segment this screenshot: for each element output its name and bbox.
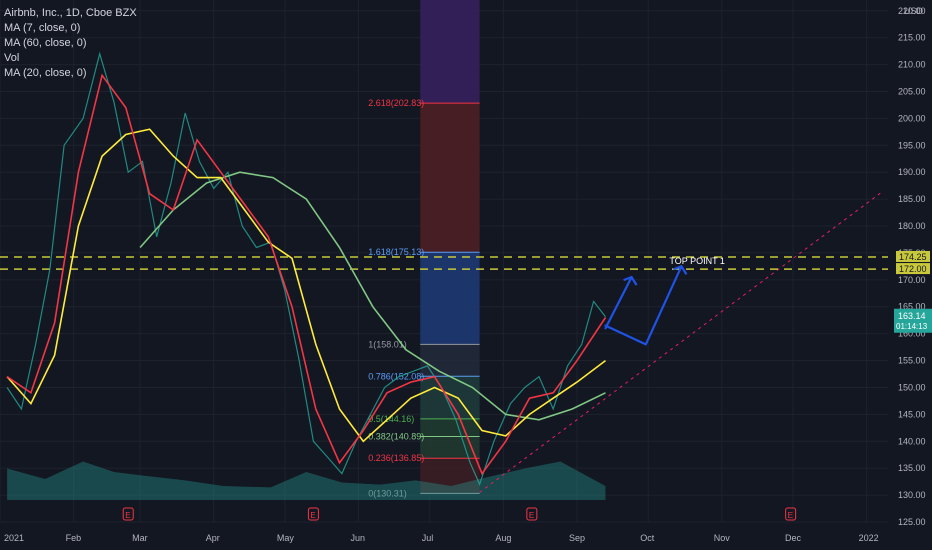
legend-title: Airbnb, Inc., 1D, Cboe BZX <box>4 7 137 19</box>
y-tick-label: 195.00 <box>898 140 926 150</box>
level-low-text: 172.00 <box>899 264 927 274</box>
fib-band <box>420 0 480 104</box>
y-tick-label: 205.00 <box>898 86 926 96</box>
y-tick-label: 190.00 <box>898 167 926 177</box>
fib-band <box>420 103 480 253</box>
fib-level-label: 0(130.31) <box>368 488 407 498</box>
x-tick-label: 2022 <box>859 533 879 543</box>
countdown-text: 01:14:13 <box>896 322 928 331</box>
y-tick-label: 185.00 <box>898 194 926 204</box>
y-tick-label: 215.00 <box>898 33 926 43</box>
projection-arrowhead <box>623 275 638 286</box>
legend-ma20: MA (20, close, 0) <box>4 67 87 79</box>
x-tick-label: Oct <box>640 533 655 543</box>
fib-level-label: 2.618(202.83) <box>368 98 424 108</box>
fib-level-label: 0.236(136.85) <box>368 453 424 463</box>
fib-band <box>420 458 480 494</box>
y-tick-label: 150.00 <box>898 382 926 392</box>
volume-area <box>7 461 606 500</box>
earnings-event-label: E <box>310 511 315 520</box>
earnings-event-marker <box>526 507 538 521</box>
x-tick-label: Jun <box>351 533 366 543</box>
price-line <box>6 51 606 486</box>
earnings-event-label: E <box>529 511 534 520</box>
y-tick-label: 200.00 <box>898 113 926 123</box>
y-tick-label: 170.00 <box>898 275 926 285</box>
x-tick-label: Nov <box>714 533 731 543</box>
fib-band <box>420 252 480 345</box>
y-tick-label: 135.00 <box>898 463 926 473</box>
annotation-label: TOP POINT 1 <box>669 256 725 266</box>
level-high-text: 174.25 <box>899 252 927 262</box>
fib-level-label: 0.382(140.89) <box>368 431 424 441</box>
projection-arrow <box>604 265 683 346</box>
level-high-badge <box>896 250 930 262</box>
currency-label: USD <box>904 6 924 16</box>
chart-legend: Airbnb, Inc., 1D, Cboe BZX MA (7, close,… <box>4 6 137 81</box>
y-tick-label: 210.00 <box>898 60 926 70</box>
x-tick-label: Apr <box>206 533 220 543</box>
x-tick-label: Feb <box>66 533 82 543</box>
fib-band <box>420 376 480 419</box>
ma60-line <box>139 171 606 421</box>
x-tick-label: Dec <box>785 533 802 543</box>
y-tick-label: 145.00 <box>898 409 926 419</box>
ma7-line <box>6 73 607 476</box>
earnings-event-label: E <box>125 511 130 520</box>
fib-band <box>420 418 480 437</box>
x-tick-label: Mar <box>132 533 148 543</box>
ma20-line <box>6 128 606 443</box>
current-price-text: 163.14 <box>898 311 926 321</box>
earnings-event-marker <box>122 507 134 521</box>
y-tick-label: 165.00 <box>898 302 926 312</box>
y-tick-label: 160.00 <box>898 329 926 339</box>
fib-level-label: 0.5(144.16) <box>368 414 414 424</box>
legend-ma60: MA (60, close, 0) <box>4 37 87 49</box>
earnings-event-marker <box>785 507 797 521</box>
x-tick-label: May <box>277 533 295 543</box>
y-tick-label: 155.00 <box>898 356 926 366</box>
y-tick-label: 180.00 <box>898 221 926 231</box>
fib-band <box>420 436 480 459</box>
legend-ma7: MA (7, close, 0) <box>4 22 81 34</box>
x-tick-label: Jul <box>422 533 434 543</box>
projection-arrow <box>604 276 633 330</box>
legend-vol: Vol <box>4 52 20 64</box>
fib-level-label: 1(158.01) <box>368 339 407 349</box>
fib-level-label: 1.618(175.13) <box>368 247 424 257</box>
fib-band <box>420 344 480 377</box>
x-tick-label: Aug <box>495 533 511 543</box>
y-tick-label: 130.00 <box>898 490 926 500</box>
x-tick-label: Sep <box>569 533 585 543</box>
level-low-badge <box>896 263 930 275</box>
fib-level-label: 0.786(152.08) <box>368 371 424 381</box>
y-tick-label: 220.00 <box>898 6 926 16</box>
y-tick-label: 125.00 <box>898 517 926 527</box>
current-price-badge <box>894 308 932 333</box>
y-tick-label: 140.00 <box>898 436 926 446</box>
earnings-event-marker <box>307 507 319 521</box>
projection-arrowhead <box>673 265 688 275</box>
x-tick-label: 2021 <box>4 533 24 543</box>
earnings-event-label: E <box>788 511 793 520</box>
